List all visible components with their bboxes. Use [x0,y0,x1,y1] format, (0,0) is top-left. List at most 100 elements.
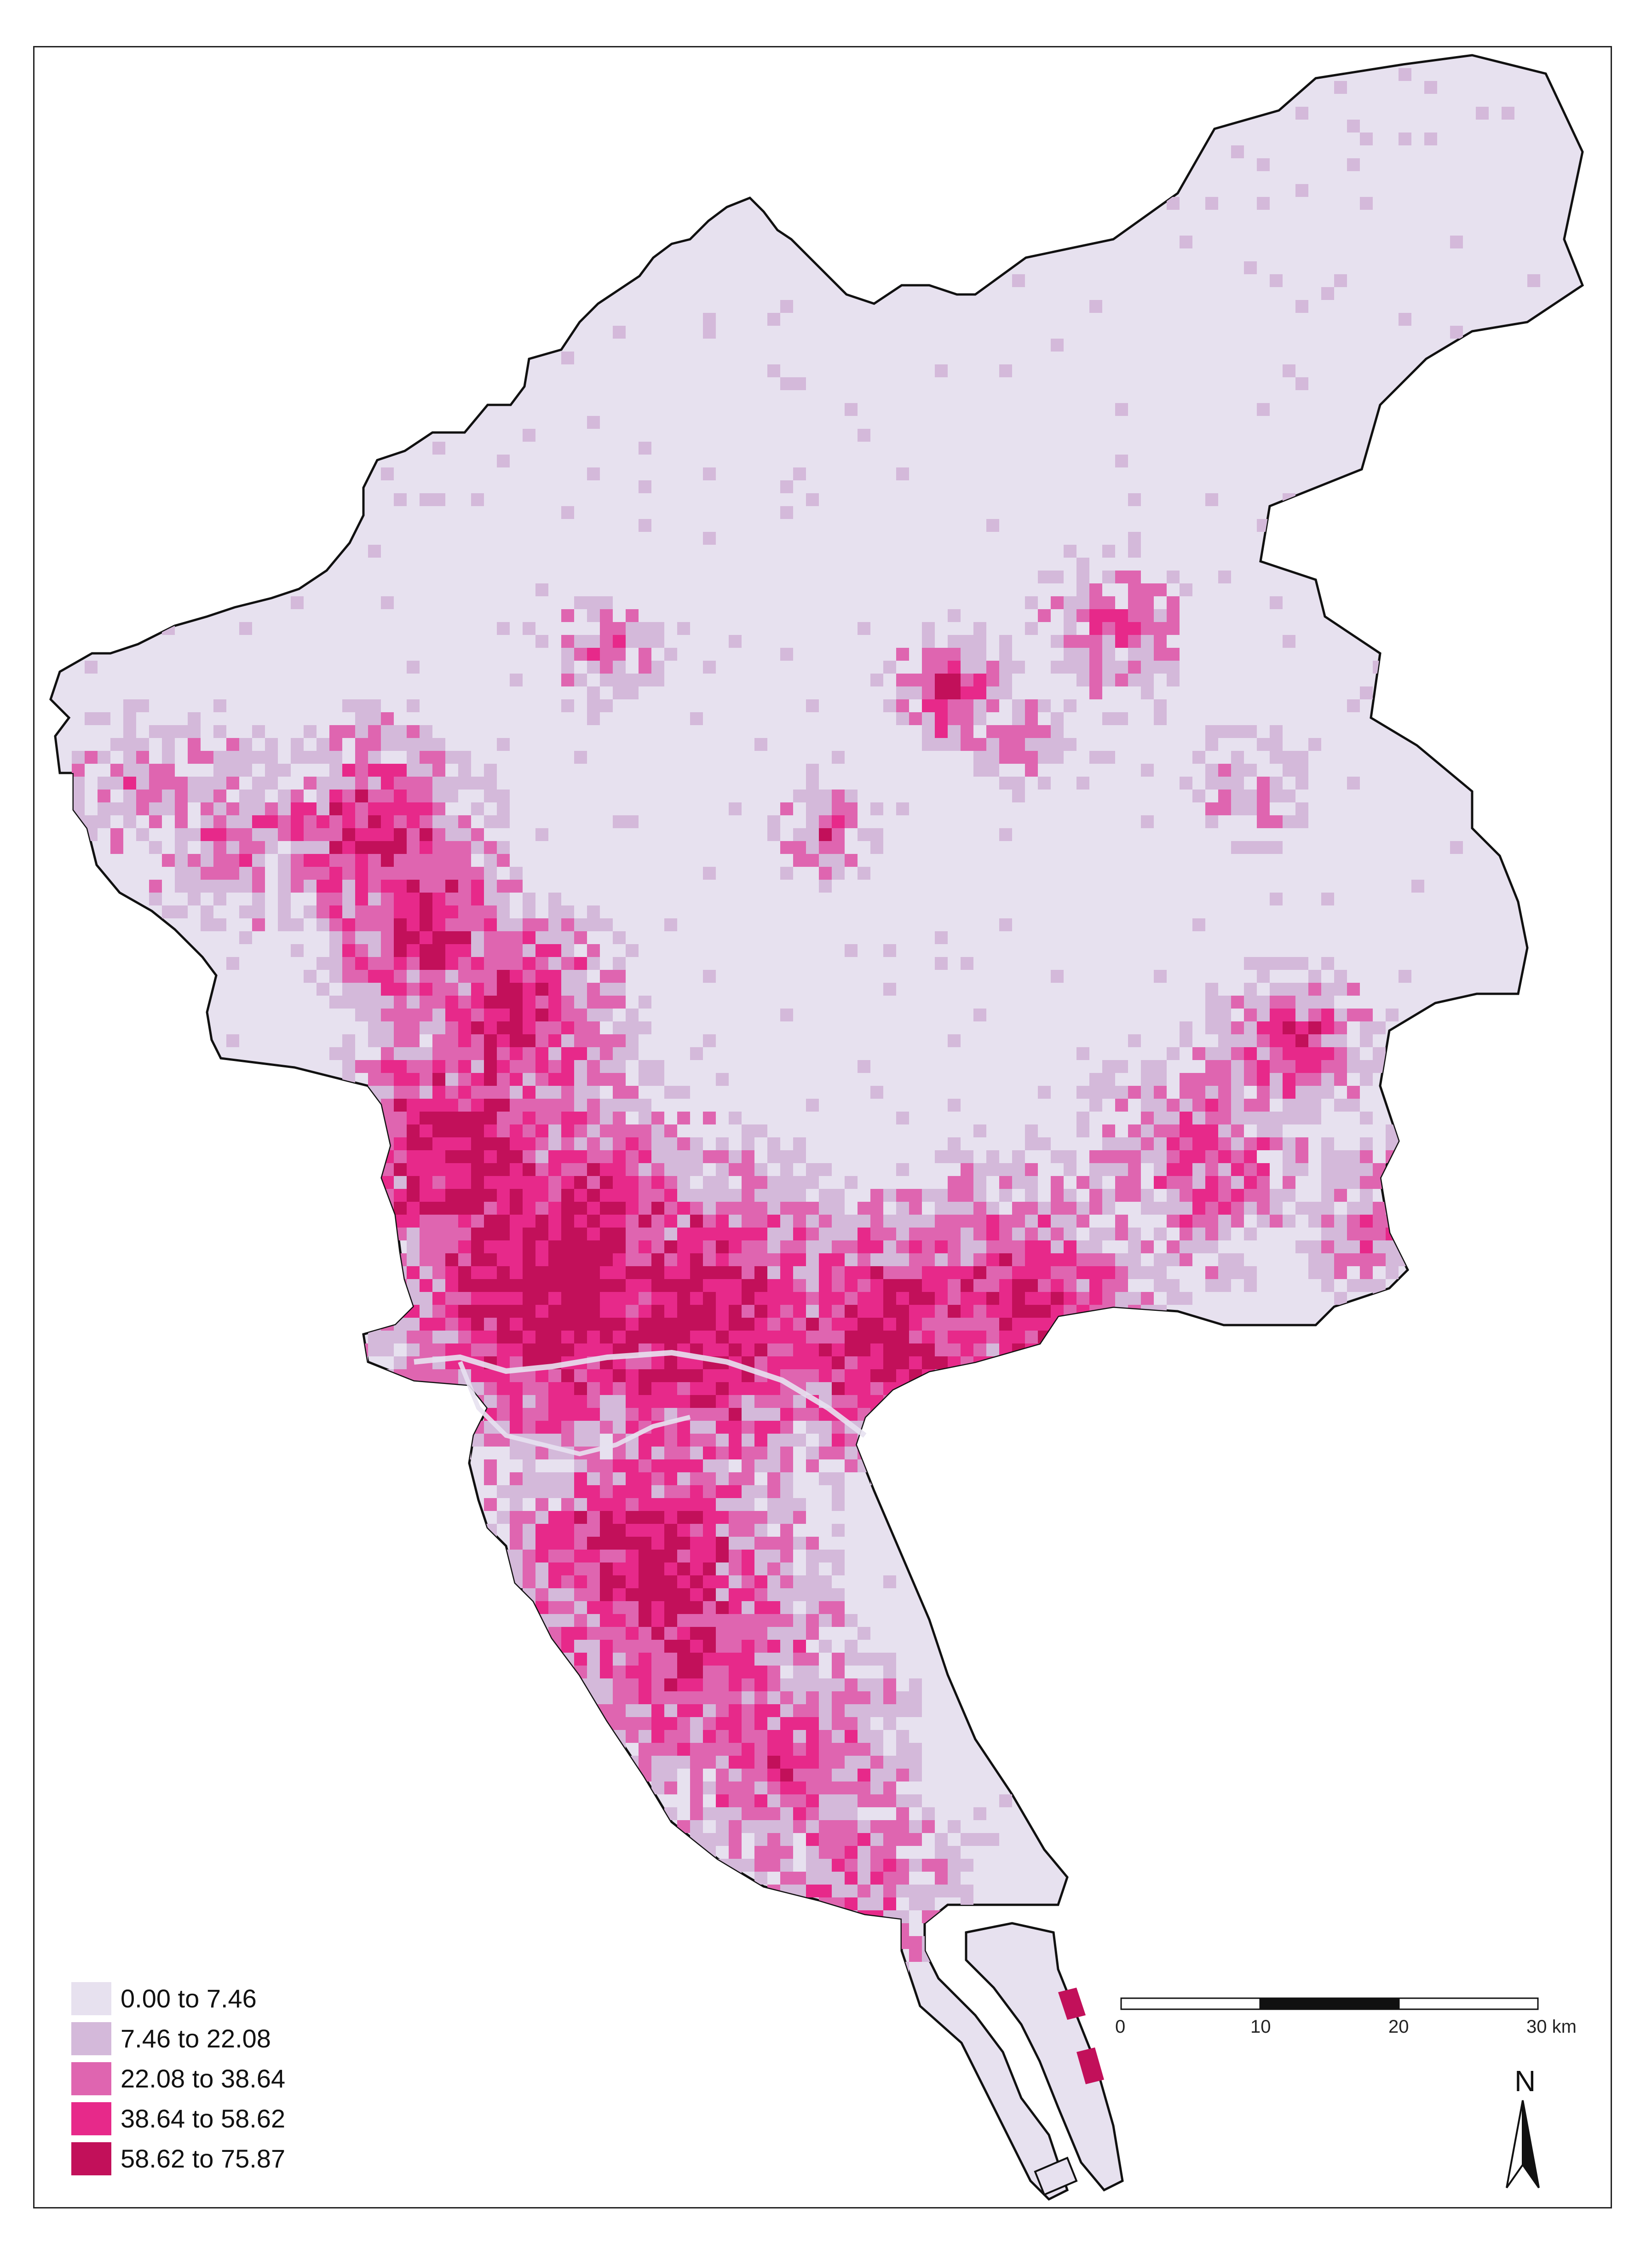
density-cell [355,1060,368,1073]
density-cell [780,1215,793,1228]
density-cell [767,1485,780,1498]
density-cell [484,867,497,880]
density-cell [1115,1163,1128,1176]
density-cell [1025,751,1038,764]
density-cell [561,1228,574,1240]
density-cell [213,815,226,828]
density-cell [561,1627,574,1640]
density-cell [239,1730,252,1743]
density-cell [767,1691,780,1704]
density-cell [265,764,278,777]
density-cell [896,1266,909,1279]
density-cell [909,1253,922,1266]
density-cell [780,1949,793,1962]
density-cell [381,738,394,751]
density-cell [1283,1073,1295,1086]
density-cell [935,661,948,674]
density-cell [1128,1975,1141,1988]
density-cell [59,532,72,545]
density-cell [368,764,381,777]
density-cell [445,1124,458,1137]
density-cell [329,751,342,764]
density-cell [523,1459,535,1472]
density-cell [999,1331,1012,1343]
density-cell [587,1009,600,1021]
density-cell [1231,725,1244,738]
density-cell [793,1627,806,1640]
density-cell [806,1872,819,1885]
density-cell [677,1382,690,1395]
density-cell [819,880,832,893]
density-cell [1012,699,1025,712]
density-cell [420,1009,432,1021]
density-cell [1399,1395,1411,1408]
density-cell [291,1524,304,1537]
density-cell [510,1279,523,1292]
density-cell [136,802,149,815]
density-cell [1076,1408,1089,1421]
density-cell [471,1099,484,1112]
density-cell [445,390,458,403]
density-cell [961,661,973,674]
density-cell [716,1150,729,1163]
density-cell [767,1601,780,1614]
density-cell [1064,120,1076,133]
density-cell [1038,1215,1051,1228]
density-cell [922,1408,935,1421]
density-cell [535,1228,548,1240]
density-cell [574,1215,587,1228]
density-cell [432,442,445,455]
density-cell [1025,1176,1038,1189]
density-cell [729,1434,742,1447]
density-cell [664,1704,677,1717]
density-cell [291,1176,304,1189]
density-cell [845,815,858,828]
density-cell [1579,1962,1583,1975]
density-cell [1334,1331,1347,1343]
density-cell [935,1846,948,1859]
density-cell [1231,996,1244,1009]
density-cell [845,1794,858,1807]
density-cell [793,1202,806,1215]
density-cell [845,1885,858,1897]
density-cell [432,1369,445,1382]
density-cell [780,1421,793,1434]
density-cell [535,918,548,931]
density-cell [613,648,626,661]
density-cell [613,957,626,970]
density-cell [832,1421,845,1434]
density-cell [587,944,600,957]
density-cell [909,1369,922,1382]
density-cell [1025,1253,1038,1266]
density-cell [973,158,986,171]
density-cell [754,1537,767,1550]
density-cell [458,1266,471,1279]
density-cell [935,1150,948,1163]
density-cell [754,1305,767,1318]
density-cell [754,1279,767,1292]
density-cell [484,1086,497,1099]
density-cell [1308,738,1321,751]
density-cell [368,841,381,854]
density-cell [278,815,291,828]
density-cell [1295,1202,1308,1215]
density-cell [1128,1356,1141,1369]
density-cell [587,1228,600,1240]
density-cell [497,1240,510,1253]
density-cell [729,1498,742,1511]
density-cell [123,738,136,751]
density-cell [613,1537,626,1550]
density-cell [973,1833,986,1846]
density-cell [535,1331,548,1343]
density-cell [793,1923,806,1936]
density-cell [587,1176,600,1189]
density-cell [1360,1073,1373,1086]
density-cell [471,1034,484,1047]
density-cell [909,1756,922,1769]
density-cell [1025,1279,1038,1292]
density-cell [1295,1086,1308,1099]
density-cell [265,1897,278,1910]
density-cell [1283,983,1295,996]
density-cell [767,1846,780,1859]
